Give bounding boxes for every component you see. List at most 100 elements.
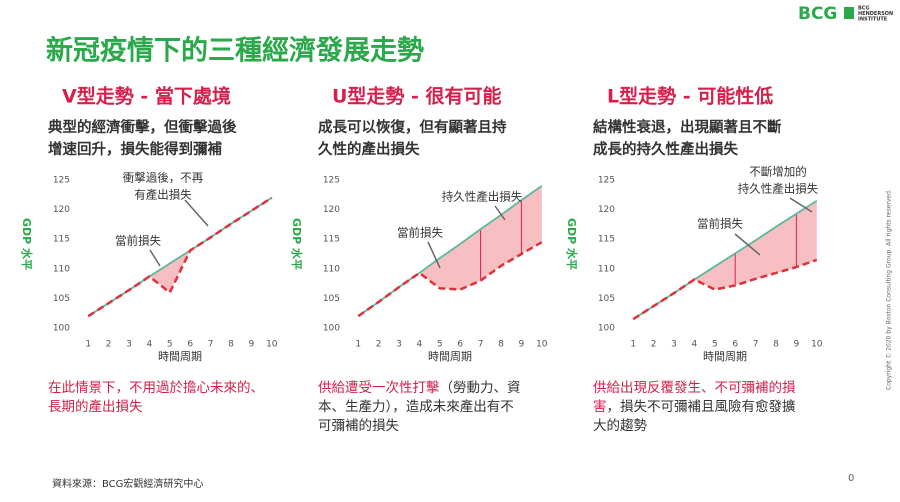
- note-span: 供給出現反覆發生、不可彌補的損: [593, 380, 796, 396]
- annotation-arrow: [427, 241, 441, 269]
- y-tick-label: 100: [598, 324, 615, 334]
- y-tick-label: 120: [598, 205, 615, 215]
- note-span: 供給遭受一次性打擊: [318, 379, 440, 396]
- x-tick-label: 7: [478, 340, 484, 350]
- annotation-arrow: [184, 199, 209, 227]
- institute: BCG: [858, 6, 870, 12]
- x-tick-label: 1: [355, 340, 361, 350]
- annotation: 不斷增加的: [749, 165, 807, 179]
- x-tick-label: 1: [630, 340, 636, 350]
- y-tick-label: 105: [53, 294, 70, 304]
- x-tick-label: 3: [396, 340, 402, 350]
- panel-heading: V型走勢 - 當下處境: [62, 85, 231, 108]
- panel-heading: U型走勢 - 很有可能: [332, 85, 502, 108]
- panel-note: 供給出現反覆發生、不可彌補的損害，損失不可彌補且風險有愈發擴大的趨勢: [593, 380, 796, 434]
- panel-desc: 增速回升，損失能得到彌補: [48, 140, 222, 158]
- y-tick-label: 100: [323, 324, 340, 334]
- y-axis-label: GDP 水平: [565, 218, 579, 270]
- note-span: 可彌補的損失: [318, 418, 399, 434]
- annotation: 持久性產出損失: [442, 190, 523, 204]
- series-line: [357, 241, 543, 318]
- y-tick-label: 115: [598, 235, 615, 245]
- y-tick-label: 110: [598, 264, 615, 274]
- x-tick-label: 7: [208, 340, 214, 350]
- panel-desc: 結構性衰退，出現顯著且不斷: [593, 118, 782, 136]
- x-tick-label: 8: [773, 340, 779, 350]
- x-tick-label: 8: [228, 340, 234, 350]
- note-span: 長期的產出損失: [48, 398, 143, 415]
- annotation: 有產出損失: [134, 188, 192, 202]
- x-tick-label: 1: [85, 340, 91, 350]
- x-axis-label: 時間周期: [158, 350, 202, 363]
- y-tick-label: 125: [323, 176, 340, 186]
- x-axis-label: 時間周期: [703, 350, 747, 363]
- note-span: （勞動力、資: [440, 380, 521, 396]
- x-tick-label: 9: [249, 340, 255, 350]
- x-tick-label: 9: [794, 340, 800, 350]
- panel-desc: 成長可以恢復，但有顯著且持: [318, 118, 507, 136]
- annotation: 當前損失: [697, 217, 743, 231]
- annotation: 當前損失: [115, 234, 161, 248]
- x-tick-label: 6: [187, 340, 193, 350]
- x-tick-label: 10: [811, 340, 823, 350]
- x-tick-label: 10: [536, 340, 548, 350]
- y-tick-label: 105: [323, 294, 340, 304]
- x-tick-label: 2: [106, 340, 112, 350]
- panel-note: 在此情景下，不用過於擔心未來的、長期的產出損失: [48, 380, 264, 415]
- x-tick-label: 4: [147, 340, 153, 350]
- x-tick-label: 2: [376, 340, 382, 350]
- y-tick-label: 115: [323, 235, 340, 245]
- panel-heading: L型走勢 - 可能性低: [607, 85, 773, 108]
- y-tick-label: 110: [323, 264, 340, 274]
- y-tick-label: 110: [53, 264, 70, 274]
- annotation-arrow: [789, 197, 813, 213]
- page-number: 0: [848, 473, 854, 484]
- x-tick-label: 5: [437, 340, 443, 350]
- x-tick-label: 2: [651, 340, 657, 350]
- annotation: 衝擊過後，不再: [123, 171, 204, 185]
- note-span: 大的趨勢: [593, 418, 647, 434]
- logo: BCG: [798, 4, 837, 24]
- x-tick-label: 4: [692, 340, 698, 350]
- x-tick-label: 6: [732, 340, 738, 350]
- annotation: 持久性產出損失: [738, 182, 819, 196]
- institute: HENDERSON: [858, 11, 893, 17]
- panel-desc: 典型的經濟衝擊，但衝擊過後: [48, 118, 237, 136]
- y-tick-label: 115: [53, 235, 70, 245]
- y-axis-label: GDP 水平: [290, 218, 304, 270]
- x-tick-label: 3: [671, 340, 677, 350]
- copyright: Copyright © 2020 by Boston Consulting Gr…: [886, 189, 893, 390]
- note-span: 在此情景下，不用過於擔心未來的、: [48, 380, 264, 396]
- x-tick-label: 10: [266, 340, 278, 350]
- y-tick-label: 125: [53, 176, 70, 186]
- x-tick-label: 5: [712, 340, 718, 350]
- source: 資料來源：BCG宏觀經濟研究中心: [52, 477, 203, 490]
- annotation: 當前損失: [397, 226, 443, 240]
- y-tick-label: 125: [598, 176, 615, 186]
- note-span: 害: [593, 399, 607, 415]
- x-tick-label: 8: [498, 340, 504, 350]
- x-tick-label: 5: [167, 340, 173, 350]
- panel-desc: 成長的持久性產出損失: [593, 140, 738, 158]
- annotation-arrow: [149, 249, 161, 267]
- y-tick-label: 120: [53, 205, 70, 215]
- series-line: [632, 258, 818, 321]
- annotation-arrow: [494, 205, 506, 221]
- x-axis-label: 時間周期: [428, 350, 472, 363]
- x-tick-label: 7: [753, 340, 759, 350]
- y-tick-label: 105: [598, 294, 615, 304]
- slide-title: 新冠疫情下的三種經濟發展走勢: [46, 35, 424, 67]
- panel-note: 供給遭受一次性打擊（勞動力、資本、生產力），造成未來產出有不可彌補的損失: [318, 379, 521, 434]
- note-span: ，損失不可彌補且風險有愈發擴: [607, 398, 796, 415]
- y-tick-label: 120: [323, 205, 340, 215]
- x-tick-label: 9: [519, 340, 525, 350]
- x-tick-label: 3: [126, 340, 132, 350]
- panel-desc: 久性的產出損失: [318, 140, 420, 158]
- y-axis-label: GDP 水平: [20, 218, 34, 270]
- y-tick-label: 100: [53, 324, 70, 334]
- x-tick-label: 4: [417, 340, 423, 350]
- x-tick-label: 6: [457, 340, 463, 350]
- institute: INSTITUTE: [858, 17, 888, 23]
- annotation-arrow: [734, 233, 761, 256]
